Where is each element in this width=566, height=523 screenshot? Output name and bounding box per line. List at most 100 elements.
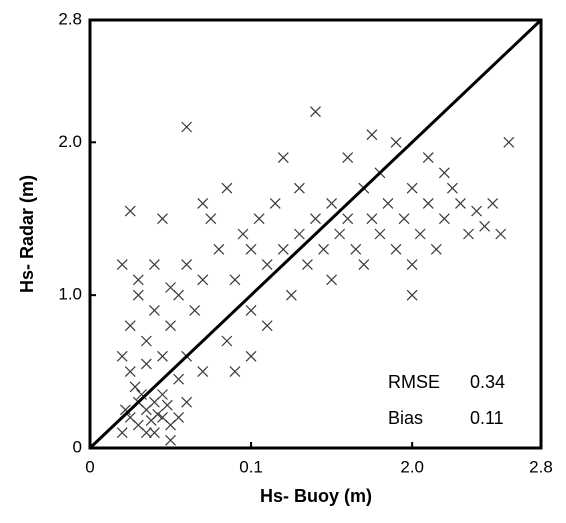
- point: [446, 182, 458, 194]
- point: [326, 274, 338, 286]
- point: [132, 274, 144, 286]
- point: [277, 243, 289, 255]
- point: [181, 121, 193, 133]
- point: [302, 259, 313, 270]
- point: [157, 350, 168, 362]
- point: [390, 136, 402, 148]
- y-tick-label: 2.0: [58, 132, 82, 151]
- x-axis-label: Hs- Buoy (m): [260, 486, 372, 506]
- point: [261, 259, 273, 270]
- point: [495, 228, 507, 240]
- point: [124, 320, 136, 332]
- point: [157, 389, 168, 400]
- point: [229, 366, 241, 377]
- point: [165, 434, 176, 446]
- point: [366, 213, 378, 225]
- point: [140, 427, 152, 439]
- point: [390, 243, 402, 255]
- stat-label: Bias: [388, 408, 423, 428]
- point: [253, 213, 265, 225]
- x-tick-label: 0: [85, 457, 94, 476]
- point: [165, 282, 176, 293]
- point: [181, 259, 193, 270]
- point: [366, 129, 378, 141]
- point: [310, 106, 321, 118]
- point: [406, 259, 418, 270]
- x-tick-label: 2.8: [529, 457, 553, 476]
- stat-label: RMSE: [388, 372, 440, 392]
- point: [334, 228, 346, 240]
- point: [269, 198, 281, 209]
- point: [124, 366, 136, 377]
- point: [293, 228, 305, 240]
- point: [205, 213, 217, 225]
- point: [213, 243, 225, 255]
- point: [277, 152, 289, 163]
- point: [140, 335, 152, 347]
- point: [145, 415, 157, 426]
- point: [358, 259, 370, 270]
- point: [342, 213, 354, 225]
- point: [189, 305, 201, 316]
- point: [116, 427, 128, 439]
- point: [438, 167, 450, 179]
- point: [438, 213, 450, 225]
- stat-value: 0.34: [470, 372, 505, 392]
- point: [503, 136, 515, 148]
- point: [422, 198, 434, 209]
- point: [293, 182, 305, 194]
- point: [374, 228, 386, 240]
- point: [430, 243, 442, 255]
- point: [245, 243, 257, 255]
- point: [181, 396, 193, 408]
- point: [129, 381, 141, 393]
- point: [197, 198, 209, 209]
- point: [414, 228, 426, 240]
- plot-frame: [88, 18, 543, 450]
- point: [471, 205, 482, 217]
- point: [245, 350, 257, 362]
- point: [116, 350, 128, 362]
- point: [487, 198, 499, 209]
- point: [261, 320, 273, 332]
- point: [455, 198, 466, 209]
- point: [173, 412, 185, 423]
- point: [422, 152, 434, 163]
- point: [406, 289, 418, 301]
- stat-value: 0.11: [470, 408, 504, 428]
- point: [165, 320, 176, 332]
- point: [197, 366, 209, 377]
- point: [173, 373, 185, 385]
- point: [140, 358, 152, 370]
- y-tick-label: 1.0: [58, 285, 82, 304]
- point: [318, 243, 329, 255]
- point: [197, 274, 209, 286]
- point: [382, 198, 394, 209]
- point: [221, 335, 233, 347]
- point: [342, 152, 354, 163]
- point: [310, 213, 321, 225]
- point: [124, 205, 136, 217]
- point: [285, 289, 297, 301]
- point: [398, 213, 410, 225]
- point: [157, 213, 168, 225]
- x-tick-label: 0.1: [239, 457, 263, 476]
- point: [149, 305, 160, 316]
- point: [149, 259, 160, 270]
- point: [221, 182, 233, 194]
- point: [116, 259, 128, 270]
- y-tick-label: 2.8: [58, 9, 82, 28]
- point: [406, 182, 418, 194]
- point: [237, 228, 249, 240]
- point: [463, 228, 474, 240]
- point: [326, 198, 338, 209]
- y-tick-label: 0: [73, 437, 82, 456]
- point: [149, 427, 160, 439]
- point: [132, 289, 144, 301]
- point: [350, 243, 362, 255]
- y-axis-label: Hs- Radar (m): [17, 175, 37, 293]
- one-to-one-line: [88, 18, 543, 450]
- point: [161, 399, 173, 411]
- x-tick-label: 2.0: [400, 457, 424, 476]
